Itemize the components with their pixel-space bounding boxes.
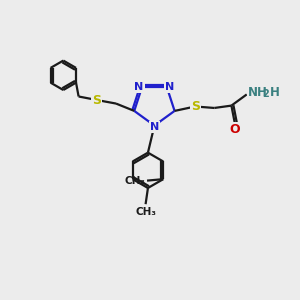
- Text: NH: NH: [248, 85, 268, 99]
- Text: N: N: [150, 122, 159, 132]
- Text: O: O: [230, 123, 240, 136]
- Text: N: N: [134, 82, 144, 92]
- Text: 2: 2: [262, 89, 269, 99]
- Text: CH₃: CH₃: [135, 207, 156, 217]
- Text: S: S: [92, 94, 101, 106]
- Text: H: H: [270, 85, 280, 99]
- Text: N: N: [165, 82, 174, 92]
- Text: CH₃: CH₃: [124, 176, 146, 186]
- Text: S: S: [191, 100, 200, 113]
